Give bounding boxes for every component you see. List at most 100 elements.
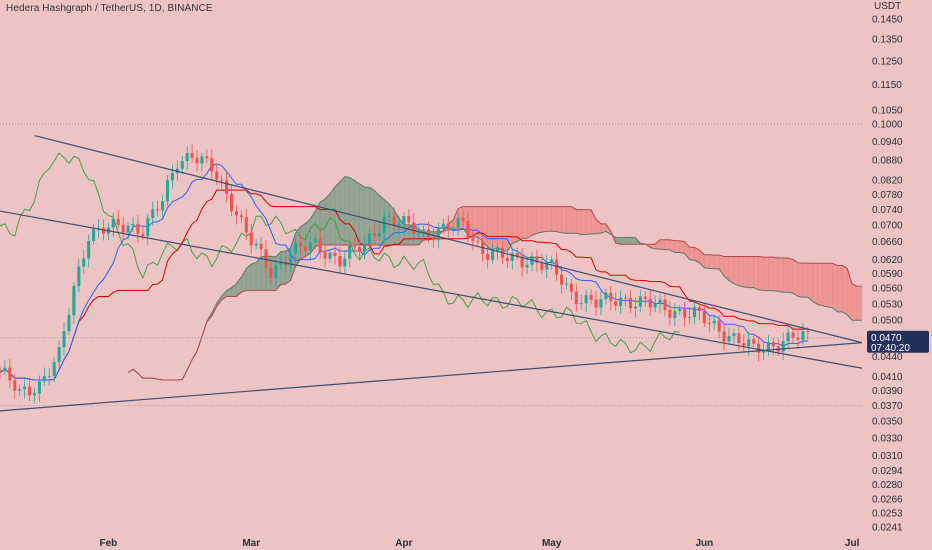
kumo-segment [630, 237, 636, 245]
candle-body [249, 232, 253, 246]
candle-body [737, 333, 741, 344]
candle-body [604, 292, 608, 300]
kumo-segment [679, 240, 685, 254]
kumo-segment [280, 251, 286, 285]
kumo-segment [802, 262, 808, 298]
candle-body [614, 301, 618, 306]
candle-body [801, 331, 805, 340]
candle-body [436, 228, 440, 241]
candle-body [392, 216, 396, 226]
y-tick-label: 0.1050 [872, 106, 903, 117]
kumo-segment [773, 256, 779, 292]
kumo-segment [541, 206, 547, 233]
candle-body [619, 297, 623, 306]
candle-body [32, 393, 37, 396]
candle-body [254, 243, 258, 246]
kumo-segment [349, 177, 355, 246]
candle-body [678, 308, 682, 312]
candle-body [683, 308, 687, 318]
candle-body [131, 223, 135, 226]
candle-body [697, 307, 701, 312]
y-tick-label: 0.1350 [872, 35, 903, 46]
kumo-segment [733, 256, 740, 287]
candle-body [752, 339, 756, 344]
candle-body [87, 241, 91, 259]
candle-body [146, 217, 150, 237]
candle-body [161, 201, 165, 211]
trendline-lower [0, 210, 863, 369]
kumo-segment [851, 283, 858, 321]
candle-body [37, 381, 41, 394]
kumo-segment [728, 256, 735, 284]
kumo-segment [566, 206, 572, 234]
candle-body [239, 215, 243, 218]
candle-body [766, 342, 770, 351]
kumo-segment [502, 206, 508, 252]
candle-body [358, 247, 362, 252]
candle-body [796, 337, 800, 340]
candle-body [23, 386, 27, 390]
candle-body [343, 258, 347, 267]
candle-body [648, 299, 652, 308]
kumo-segment [787, 257, 794, 294]
kumo-segment [359, 183, 365, 246]
kumo-segment [714, 254, 720, 270]
y-tick-label: 0.0560 [872, 284, 903, 295]
candle-body [545, 262, 549, 270]
kumo-segment [354, 180, 360, 246]
candle-body [195, 157, 199, 164]
candle-body [535, 256, 539, 263]
candle-body [141, 233, 145, 237]
kumo-segment [571, 206, 577, 234]
candle-body [28, 386, 32, 396]
y-tick-label: 0.0590 [872, 269, 903, 280]
candle-body [771, 342, 775, 347]
kumo-segment [674, 240, 680, 253]
conversion-line [0, 163, 808, 381]
candle-body [101, 227, 105, 234]
trendline-upper [34, 135, 863, 344]
kumo-segment [492, 206, 498, 251]
kumo-segment [497, 206, 503, 252]
kumo-segment [654, 239, 661, 250]
x-tick-label: Apr [395, 538, 412, 549]
candle-body [584, 295, 588, 304]
candle-body [185, 153, 189, 161]
candle-body [294, 243, 298, 254]
candle-body [318, 238, 322, 253]
candle-body [569, 283, 573, 292]
kumo-segment [339, 176, 345, 246]
y-tick-label: 0.0410 [872, 372, 903, 383]
y-tick-label: 0.0266 [872, 494, 903, 505]
price-badge-value: 0.0470 [871, 333, 902, 344]
candle-body [456, 217, 460, 228]
candle-body [461, 217, 465, 221]
candle-body [510, 253, 514, 261]
candle-body [62, 331, 66, 348]
senkou-span-b-line [127, 206, 862, 381]
kumo-segment [482, 206, 488, 248]
candle-body [540, 262, 544, 270]
y-tick-label: 0.0880 [872, 156, 903, 167]
kumo-segment [689, 247, 695, 261]
candle-body [382, 216, 386, 234]
y-tick-label: 0.0350 [872, 417, 903, 428]
chart-title: Hedera Hashgraph / TetherUS, 1D, BINANCE [6, 3, 213, 14]
kumo-segment [768, 256, 774, 291]
kumo-segment [487, 206, 493, 251]
candle-body [234, 211, 238, 216]
candle-body [589, 295, 593, 300]
candle-body [67, 315, 71, 332]
candle-body [633, 306, 637, 309]
candle-body [225, 180, 229, 194]
candle-body [505, 257, 509, 261]
candle-body [599, 299, 603, 308]
candle-body [289, 253, 293, 266]
candle-body [397, 223, 401, 226]
candle-body [259, 243, 263, 250]
candle-body [165, 180, 170, 202]
y-tick-label: 0.1450 [872, 14, 903, 25]
candle-body [806, 331, 810, 333]
